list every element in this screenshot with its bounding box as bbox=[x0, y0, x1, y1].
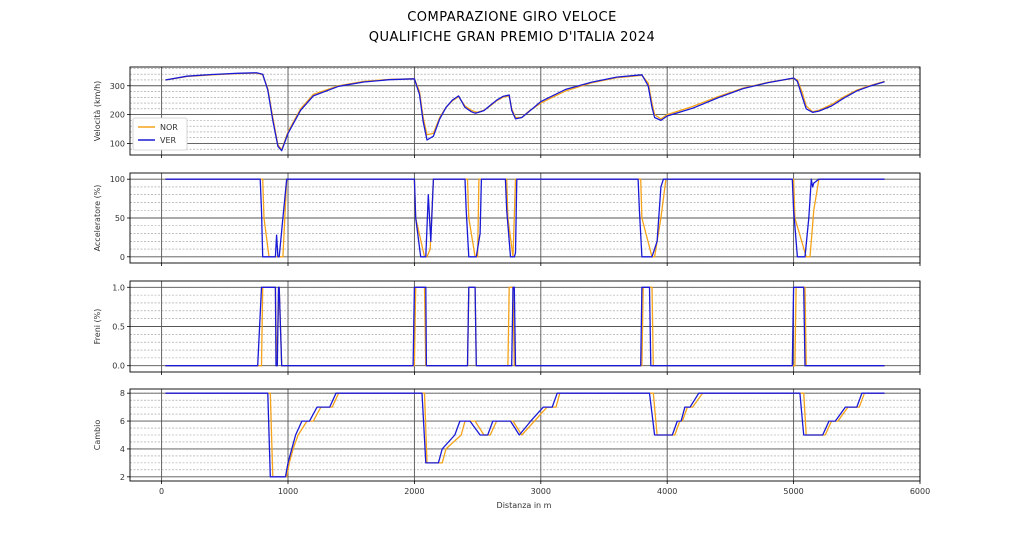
x-tick-label: 3000 bbox=[531, 487, 551, 496]
series-nor-throttle bbox=[165, 178, 885, 258]
series-ver-gear bbox=[165, 392, 885, 478]
y-tick-label-brake: 0.5 bbox=[112, 323, 125, 332]
legend-box bbox=[132, 117, 188, 151]
series-nor-speed bbox=[165, 72, 885, 151]
series-ver-speed bbox=[165, 72, 885, 152]
x-tick-label: 0 bbox=[159, 487, 164, 496]
series-nor-gear bbox=[165, 392, 885, 478]
y-tick-label-gear: 8 bbox=[120, 389, 125, 398]
y-tick-label-throttle: 50 bbox=[115, 214, 125, 223]
chart-title-line1: COMPARAZIONE GIRO VELOCE bbox=[407, 10, 617, 25]
y-tick-label-throttle: 100 bbox=[110, 175, 125, 184]
panel-frame-brake bbox=[129, 280, 921, 373]
x-axis-label: Distanza in m bbox=[497, 501, 552, 510]
y-tick-label-speed: 200 bbox=[110, 111, 125, 120]
y-tick-label-speed: 100 bbox=[110, 139, 125, 148]
panel-frame-speed bbox=[129, 66, 921, 156]
y-tick-label-speed: 300 bbox=[110, 82, 125, 91]
legend-label-ver: VER bbox=[160, 136, 177, 145]
y-tick-label-gear: 6 bbox=[120, 417, 125, 426]
x-tick-label: 4000 bbox=[657, 487, 677, 496]
series-ver-brake bbox=[165, 286, 885, 367]
legend-label-nor: NOR bbox=[160, 123, 178, 132]
x-tick-label: 5000 bbox=[783, 487, 803, 496]
x-tick-label: 1000 bbox=[278, 487, 298, 496]
y-axis-label-gear: Cambio bbox=[93, 420, 102, 451]
chart-title-line2: QUALIFICHE GRAN PREMIO D'ITALIA 2024 bbox=[369, 30, 656, 45]
y-axis-label-brake: Freni (%) bbox=[93, 309, 102, 345]
panel-frame-gear bbox=[129, 388, 921, 482]
y-axis-label-speed: Velocità (km/h) bbox=[93, 81, 102, 142]
x-tick-label: 2000 bbox=[404, 487, 424, 496]
panel-frame-throttle bbox=[129, 172, 921, 264]
x-tick-label: 6000 bbox=[910, 487, 930, 496]
y-tick-label-gear: 2 bbox=[120, 473, 125, 482]
y-tick-label-throttle: 0 bbox=[120, 253, 125, 262]
y-tick-label-brake: 0.0 bbox=[112, 362, 125, 371]
series-ver-throttle bbox=[165, 178, 885, 258]
y-tick-label-brake: 1.0 bbox=[112, 283, 125, 292]
y-axis-label-throttle: Acceleratore (%) bbox=[93, 185, 102, 252]
y-tick-label-gear: 4 bbox=[120, 445, 125, 454]
